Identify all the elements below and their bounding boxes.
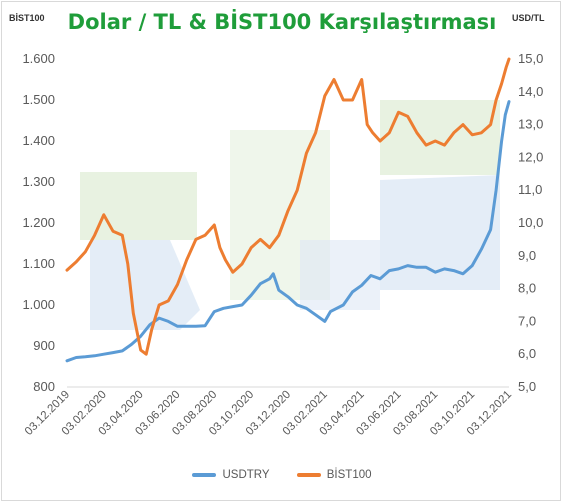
right-tick-label: 15,0	[518, 51, 543, 66]
right-tick-label: 14,0	[518, 84, 543, 99]
right-axis-ticks: 5,0 6,0 7,0 8,0 9,0 10,0 11,0 12,0 13,0 14,0 15,0	[518, 51, 543, 394]
series-line-bist100	[65, 57, 511, 356]
right-tick-label: 13,0	[518, 117, 543, 132]
legend-item-bist100: BİST100	[296, 469, 372, 481]
right-tick-label: 7,0	[518, 313, 536, 328]
left-tick-label: 1.000	[22, 297, 55, 312]
right-tick-label: 12,0	[518, 149, 543, 164]
chart-title: Dolar / TL & BİST100 Karşılaştırması	[67, 10, 497, 34]
left-tick-label: 1.500	[22, 92, 55, 107]
left-axis-ticks: 800 900 1.000 1.100 1.200 1.300 1.400 1.500 1.60…	[22, 51, 55, 394]
right-tick-label: 5,0	[518, 379, 536, 394]
series-layer	[65, 57, 511, 363]
right-tick-label: 9,0	[518, 248, 536, 263]
left-tick-label: 1.100	[22, 256, 55, 271]
series-line-usdtry	[65, 100, 511, 363]
left-tick-label: 1.400	[22, 133, 55, 148]
right-tick-label: 10,0	[518, 215, 543, 230]
right-tick-label: 8,0	[518, 281, 536, 296]
x-axis-ticks: 03.12.201903.02.202003.04.202003.06.2020…	[23, 389, 514, 438]
left-tick-label: 800	[33, 379, 55, 394]
right-tick-label: 11,0	[518, 182, 542, 197]
left-tick-label: 1.600	[22, 51, 55, 66]
legend-label-usdtry: USDTRY	[222, 469, 270, 481]
left-tick-label: 900	[33, 338, 55, 353]
legend: USDTRY BİST100	[0, 469, 564, 481]
left-tick-label: 1.200	[22, 215, 55, 230]
left-axis-unit: BİST100	[9, 13, 45, 23]
watermark-logo	[80, 100, 500, 330]
legend-item-usdtry: USDTRY	[192, 469, 270, 481]
legend-swatch-bist100	[296, 472, 321, 477]
right-axis-unit: USD/TL	[512, 13, 545, 23]
left-tick-label: 1.300	[22, 174, 55, 189]
legend-label-bist100: BİST100	[326, 469, 372, 481]
legend-swatch-usdtry	[192, 472, 217, 477]
right-tick-label: 6,0	[518, 346, 536, 361]
